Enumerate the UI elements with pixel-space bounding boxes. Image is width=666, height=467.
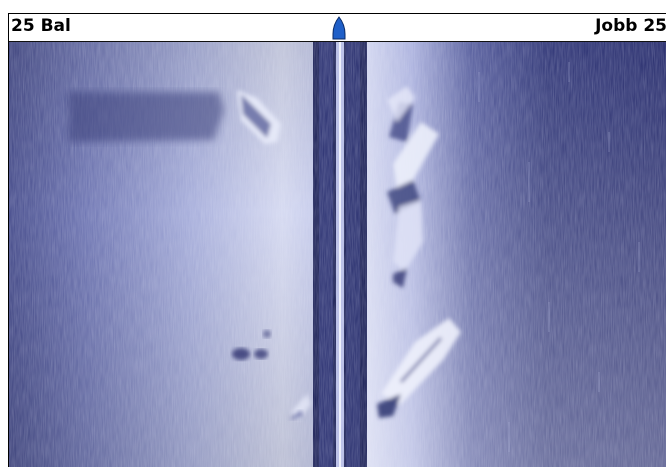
boat-icon: [332, 16, 346, 40]
side-scan-image: [9, 42, 666, 467]
sonar-frame: 25 Bal Jobb 25: [8, 13, 666, 467]
left-range-label: 25 Bal: [11, 16, 71, 36]
range-bar: 25 Bal Jobb 25: [9, 14, 666, 42]
right-range-label: Jobb 25: [595, 16, 666, 36]
